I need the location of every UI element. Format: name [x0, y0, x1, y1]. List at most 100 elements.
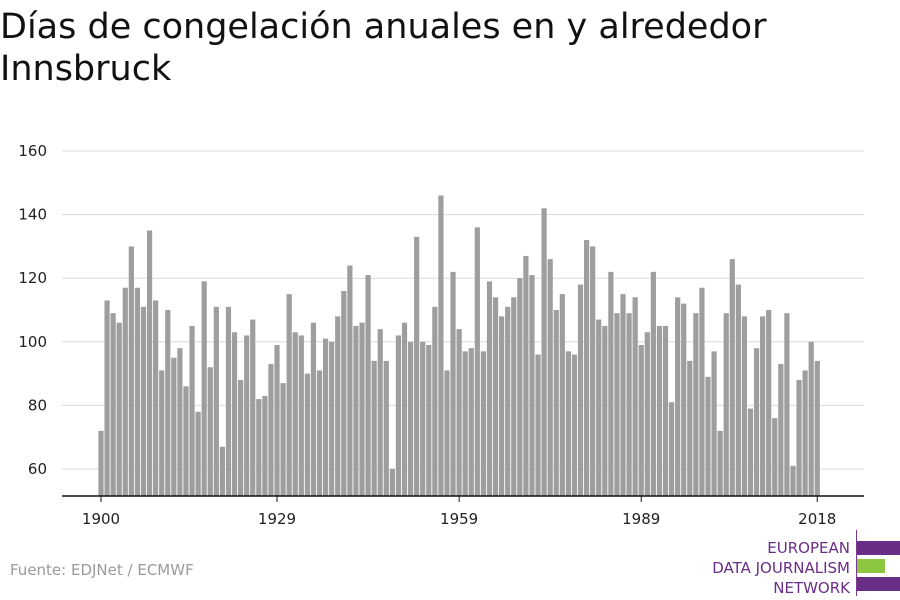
bar-2013	[784, 313, 790, 496]
bar-1980	[584, 240, 590, 496]
bar-1901	[104, 300, 110, 496]
bar-1934	[304, 373, 310, 496]
bar-1976	[559, 294, 565, 496]
bar-1902	[110, 313, 116, 496]
bar-1947	[383, 360, 389, 496]
bar-1941	[347, 265, 353, 496]
bar-1955	[432, 306, 438, 496]
x-tick-label: 1989	[622, 510, 660, 528]
logo-bar-purple-top	[857, 541, 900, 555]
bar-1916	[195, 411, 201, 496]
bar-1925	[250, 319, 256, 496]
bar-1967	[505, 306, 511, 496]
bar-1984	[608, 271, 614, 496]
bar-1924	[244, 335, 250, 496]
bar-1989	[638, 344, 644, 496]
bar-1952	[414, 236, 420, 497]
bar-1965	[492, 297, 499, 496]
bar-1932	[292, 332, 298, 496]
x-tick-label: 2018	[798, 510, 836, 528]
bar-1999	[699, 287, 705, 496]
bar-1995	[675, 297, 681, 496]
bar-1975	[553, 310, 559, 496]
bar-2003	[723, 313, 729, 496]
y-tick-label: 140	[18, 206, 47, 224]
bar-1991	[650, 271, 656, 496]
y-axis-ticks: 60 80 100 120 140 160	[18, 142, 47, 478]
bar-1966	[499, 316, 505, 496]
y-tick-label: 100	[18, 333, 47, 351]
bar-1907	[140, 306, 147, 496]
bar-1923	[238, 379, 244, 496]
y-tick-label: 160	[18, 142, 47, 160]
bar-1921	[225, 306, 232, 496]
bar-1971	[529, 275, 535, 496]
bar-1943	[359, 322, 365, 496]
logo-line-1: EUROPEAN	[767, 539, 850, 557]
bar-2000	[705, 376, 711, 496]
bar-1970	[523, 255, 529, 496]
bar-1977	[565, 351, 571, 496]
bar-1910	[159, 370, 165, 496]
bar-2012	[778, 364, 784, 496]
bar-1949	[395, 335, 402, 496]
x-axis-ticks: 1900 1929 1959 1989 2018	[82, 496, 836, 528]
x-tick-label: 1929	[258, 510, 296, 528]
bar-1958	[450, 271, 456, 496]
y-tick-label: 80	[28, 396, 47, 414]
bar-2018	[814, 360, 820, 496]
bar-1900	[98, 430, 104, 496]
y-tick-label: 120	[18, 269, 47, 287]
bar-1903	[116, 322, 122, 496]
bar-1928	[268, 364, 274, 496]
bar-1905	[128, 246, 134, 496]
bar-1927	[262, 395, 268, 496]
bar-1951	[407, 341, 414, 496]
bar-1982	[596, 319, 602, 496]
bar-1987	[626, 313, 632, 496]
bar-1981	[590, 246, 596, 496]
bar-1990	[644, 332, 650, 496]
logo-line-3: NETWORK	[773, 579, 850, 597]
bar-1974	[547, 259, 553, 496]
bar-1904	[122, 287, 128, 496]
bar-1942	[353, 325, 359, 496]
bar-1968	[511, 297, 517, 496]
logo-line-2: DATA JOURNALISM	[712, 559, 850, 577]
bar-1978	[571, 354, 578, 496]
bar-1960	[462, 351, 468, 496]
bar-1913	[177, 348, 183, 496]
logo-divider	[856, 530, 857, 596]
bar-1986	[620, 294, 626, 496]
bar-1929	[274, 344, 280, 496]
bar-2002	[717, 430, 723, 496]
bar-1957	[444, 370, 450, 496]
bar-1961	[468, 348, 474, 496]
bar-1964	[486, 281, 493, 496]
bar-1935	[310, 322, 317, 496]
bar-1911	[165, 310, 171, 496]
bar-2006	[741, 316, 748, 496]
bar-1956	[438, 195, 444, 496]
logo-bar-green	[857, 559, 885, 573]
bar-1979	[577, 284, 584, 496]
bar-1973	[541, 208, 547, 497]
bar-1919	[213, 306, 219, 496]
y-tick-label: 60	[28, 460, 47, 478]
bar-1922	[231, 332, 238, 496]
bar-1936	[316, 370, 323, 496]
bar-1953	[420, 341, 426, 496]
bar-1918	[207, 367, 213, 496]
bar-1994	[668, 402, 675, 496]
bar-1950	[401, 322, 408, 496]
bar-1926	[256, 399, 262, 496]
bar-2001	[711, 351, 717, 496]
bar-1948	[389, 469, 395, 496]
bar-1996	[681, 303, 687, 496]
bar-2017	[808, 341, 814, 496]
bar-2011	[772, 418, 778, 496]
x-tick-label: 1959	[440, 510, 478, 528]
bar-1963	[480, 351, 487, 496]
bar-1908	[146, 230, 153, 496]
